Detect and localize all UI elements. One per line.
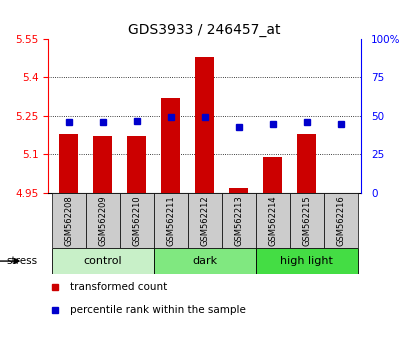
Text: GSM562210: GSM562210 [132,195,141,246]
Bar [127,137,146,193]
Title: GDS3933 / 246457_at: GDS3933 / 246457_at [129,23,281,36]
Text: GSM562211: GSM562211 [166,195,175,246]
Bar [86,193,120,248]
Bar [195,57,214,193]
Text: GSM562216: GSM562216 [336,195,345,246]
Bar [222,193,256,248]
Bar [297,134,316,193]
Bar [188,193,222,248]
Bar [263,157,282,193]
Bar [256,193,290,248]
Text: transformed count: transformed count [70,282,168,292]
Bar [93,137,112,193]
Text: GSM562213: GSM562213 [234,195,243,246]
Text: GSM562208: GSM562208 [64,195,73,246]
Text: control: control [84,256,122,266]
Bar [52,248,154,274]
Bar [324,193,358,248]
Text: dark: dark [192,256,217,266]
Text: percentile rank within the sample: percentile rank within the sample [70,305,246,315]
Text: GSM562212: GSM562212 [200,195,209,246]
Text: GSM562215: GSM562215 [302,195,311,246]
Bar [290,193,324,248]
Bar [52,193,86,248]
Text: GSM562209: GSM562209 [98,195,107,246]
Bar [120,193,154,248]
Bar [161,98,180,193]
Bar [59,134,78,193]
Text: GSM562214: GSM562214 [268,195,277,246]
Bar [154,193,188,248]
Bar [256,248,358,274]
Bar [229,188,248,193]
Text: stress: stress [6,256,37,266]
Bar [154,248,256,274]
Text: high light: high light [280,256,333,266]
